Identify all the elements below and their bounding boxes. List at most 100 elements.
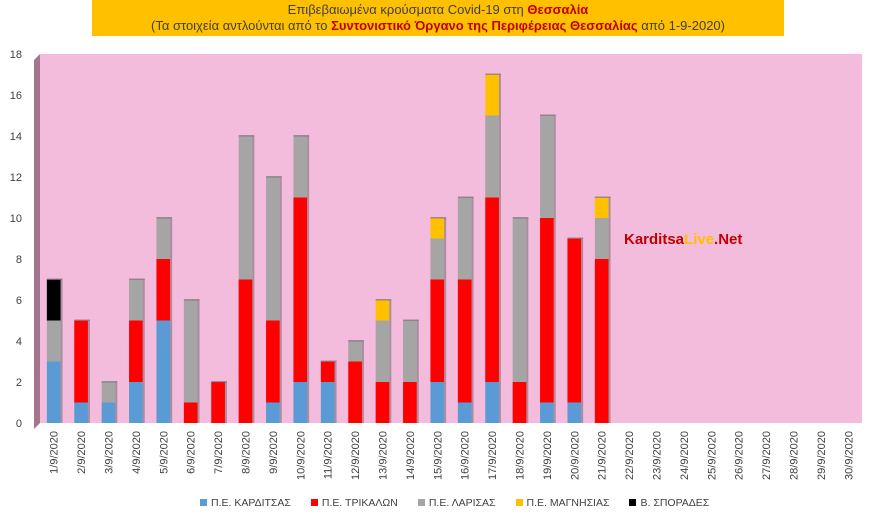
- y-tick-label: 14: [10, 131, 22, 143]
- bar-segment: [512, 218, 527, 382]
- bar-segment-side: [498, 115, 501, 198]
- bar-segment: [403, 382, 417, 423]
- bar-top-edge: [403, 319, 419, 321]
- y-tick-label: 10: [10, 213, 22, 225]
- watermark-part3: .Net: [714, 231, 743, 248]
- bar-segment: [320, 361, 335, 382]
- y-tick-label: 4: [16, 336, 22, 348]
- plot-background: [40, 54, 862, 423]
- plot-area: [34, 54, 862, 429]
- bar-top-edge: [183, 299, 200, 301]
- bar-segment-side: [279, 402, 282, 423]
- bar-segment-side: [526, 382, 529, 423]
- bar-top-edge: [348, 340, 364, 342]
- bar-segment-side: [224, 382, 227, 423]
- x-tick-label: 20/9/2020: [569, 431, 581, 480]
- subtitle-prefix: (Τα στοιχεία αντλούνται από το: [151, 18, 332, 33]
- bar-segment-side: [498, 74, 501, 116]
- x-tick-label: 3/9/2020: [104, 431, 116, 474]
- y-tick-label: 12: [10, 172, 22, 184]
- bar-segment-side: [361, 341, 364, 362]
- bar-segment-side: [252, 279, 255, 423]
- bar-segment-side: [416, 382, 419, 423]
- bar-segment: [540, 402, 554, 423]
- title-region: Θεσσαλία: [527, 2, 589, 17]
- bar-segment: [293, 382, 308, 423]
- legend-swatch: [515, 499, 523, 506]
- y-tick-label: 18: [10, 49, 22, 61]
- bar-segment-side: [581, 402, 584, 423]
- bar-segment-side: [361, 361, 364, 423]
- bar-segment: [156, 259, 171, 321]
- y-tick-label: 6: [16, 295, 22, 307]
- bar-segment-side: [444, 279, 447, 382]
- bar-segment-side: [60, 320, 63, 362]
- bar-segment-side: [87, 320, 90, 403]
- bar-segment: [183, 402, 198, 423]
- bar-segment-side: [498, 382, 501, 423]
- plot-side-wall: [34, 54, 40, 429]
- bar-segment-side: [252, 136, 255, 280]
- bar-segment-side: [197, 402, 200, 423]
- y-tick-label: 2: [16, 377, 22, 389]
- x-tick-label: 8/9/2020: [241, 431, 253, 474]
- bar-segment-side: [60, 361, 63, 423]
- bar-segment-side: [389, 300, 392, 321]
- bar-segment-side: [553, 115, 556, 218]
- bar-segment: [430, 218, 445, 239]
- bar-segment-side: [115, 402, 118, 423]
- bar-segment: [129, 279, 143, 321]
- legend-label: Π.Ε. ΛΑΡΙΣΑΣ: [428, 497, 496, 509]
- bar-top-edge: [211, 381, 227, 383]
- bar-segment-side: [471, 279, 474, 403]
- x-tick-label: 7/9/2020: [213, 431, 225, 474]
- y-tick-label: 8: [16, 254, 22, 266]
- bar-segment: [156, 218, 171, 259]
- chart-title-box: Επιβεβαιωμένα κρούσματα Covid-19 στη Θεσ…: [92, 0, 784, 36]
- bar-segment: [46, 320, 61, 362]
- bar-segment: [101, 382, 116, 403]
- watermark-part2: Live: [684, 231, 715, 248]
- legend-label: Π.Ε. ΤΡΙΚΑΛΩΝ: [321, 497, 398, 509]
- legend: Π.Ε. ΚΑΡΔΙΤΣΑΣ Π.Ε. ΤΡΙΚΑΛΩΝ Π.Ε. ΛΑΡΙΣΑΣ Π…: [200, 497, 729, 513]
- bar-segment-side: [60, 279, 63, 321]
- bar-segment: [594, 259, 609, 423]
- x-tick-label: 12/9/2020: [350, 431, 362, 480]
- bar-segment-side: [444, 238, 447, 280]
- bar-segment-side: [608, 197, 611, 218]
- x-tick-label: 24/9/2020: [679, 431, 691, 480]
- bar-segment: [375, 320, 390, 382]
- bar-segment: [430, 238, 445, 280]
- bar-segment: [485, 382, 499, 423]
- bar-segment-side: [471, 402, 474, 423]
- bar-segment-side: [197, 300, 200, 403]
- legend-item: Π.Ε. ΛΑΡΙΣΑΣ: [417, 497, 496, 509]
- bar-top-edge: [594, 196, 611, 198]
- bar-segment-side: [389, 382, 392, 423]
- bar-segment-side: [444, 218, 447, 239]
- x-tick-label: 19/9/2020: [542, 431, 554, 480]
- bar-segment: [457, 279, 472, 403]
- bar-segment: [375, 382, 390, 423]
- bar-top-edge: [375, 299, 392, 301]
- bar-segment-side: [389, 320, 392, 382]
- x-tick-label: 28/9/2020: [789, 431, 801, 480]
- subtitle-source: Συντονιστικό Όργανο της Περιφέρειας Θεσσ…: [331, 18, 638, 33]
- bar-segment-side: [142, 279, 145, 321]
- title-prefix: Επιβεβαιωμένα κρούσματα Covid-19 στη: [287, 2, 528, 17]
- bar-segment-side: [526, 218, 529, 382]
- y-tick-label: 0: [16, 418, 22, 430]
- bar-segment: [74, 402, 88, 423]
- x-tick-label: 5/9/2020: [158, 431, 170, 474]
- bar-top-edge: [238, 135, 255, 137]
- x-tick-label: 15/9/2020: [432, 431, 444, 480]
- bar-segment: [129, 382, 143, 423]
- x-tick-label: 22/9/2020: [624, 431, 636, 480]
- bar-top-edge: [540, 114, 556, 116]
- bar-segment: [101, 402, 116, 423]
- bar-segment: [430, 279, 445, 382]
- x-tick-label: 29/9/2020: [816, 431, 828, 480]
- bar-top-edge: [129, 278, 145, 280]
- bar-segment-side: [334, 382, 337, 423]
- watermark: KarditsaLive.Net: [624, 231, 742, 248]
